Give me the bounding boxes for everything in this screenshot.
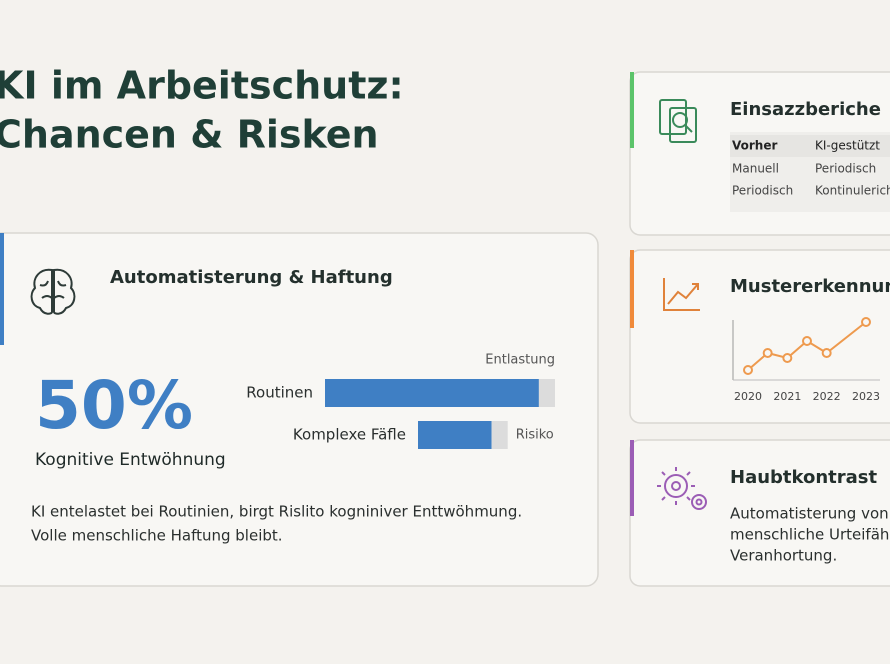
trend-point xyxy=(821,348,832,358)
accent xyxy=(630,72,634,148)
accent xyxy=(0,233,4,345)
legend-label: Risiko xyxy=(516,428,554,443)
trend-point xyxy=(782,353,793,363)
bar-segment xyxy=(325,379,539,407)
table-cell: Kontinulerich xyxy=(815,184,890,198)
main-card xyxy=(0,232,599,587)
trend-point xyxy=(861,317,871,327)
card-title: Einsazzberiche xyxy=(730,99,881,120)
trend-point xyxy=(762,348,773,358)
legend-label: Entlastung xyxy=(485,353,555,368)
bar-segment xyxy=(491,421,508,449)
table-cell: Manuell xyxy=(732,162,779,176)
brain-icon xyxy=(30,268,76,315)
accent xyxy=(630,250,634,328)
x-tick-label: 2021 xyxy=(773,390,801,403)
gears-icon xyxy=(657,467,707,510)
bar-label: Routinen xyxy=(246,384,313,402)
x-tick-label: 2022 xyxy=(813,390,841,403)
bar-segment xyxy=(418,421,492,449)
text-line: KI entelastet bei Routinien, birgt Risli… xyxy=(31,503,522,521)
title-line: Chancen & Risken xyxy=(0,113,379,157)
stat-label: Kognitive Entwöhnung xyxy=(35,450,226,470)
trend-point xyxy=(802,336,812,346)
x-tick-label: 2023 xyxy=(852,390,880,403)
doc-icon xyxy=(659,99,697,143)
text-line: Volle menschliche Haftung bleibt. xyxy=(31,527,283,545)
text-line: Automatisterung von A xyxy=(730,505,890,523)
card-title: Automatisterung & Haftung xyxy=(110,267,393,288)
stat: 50% xyxy=(35,367,193,444)
table-header xyxy=(730,135,890,157)
bar-segment xyxy=(538,379,555,407)
card-title: Mustererkennung xyxy=(730,276,890,297)
trend-point xyxy=(743,365,753,375)
table-cell: Periodisch xyxy=(732,184,793,198)
chart-icon xyxy=(663,278,700,311)
bar-label: Komplexe Fäfle xyxy=(293,426,406,444)
x-tick-label: 2020 xyxy=(734,390,762,403)
table-cell: Periodisch xyxy=(815,162,876,176)
title-line: KI im Arbeitschutz: xyxy=(0,64,404,108)
card-title: Haubtkontrast xyxy=(730,467,878,488)
text-line: Veranhortung. xyxy=(730,547,837,565)
accent xyxy=(630,440,634,516)
table-header-cell: Vorher xyxy=(732,139,777,153)
text-line: menschliche Urteifähb xyxy=(730,526,890,544)
table-header-cell: KI-gestützt xyxy=(815,139,880,153)
